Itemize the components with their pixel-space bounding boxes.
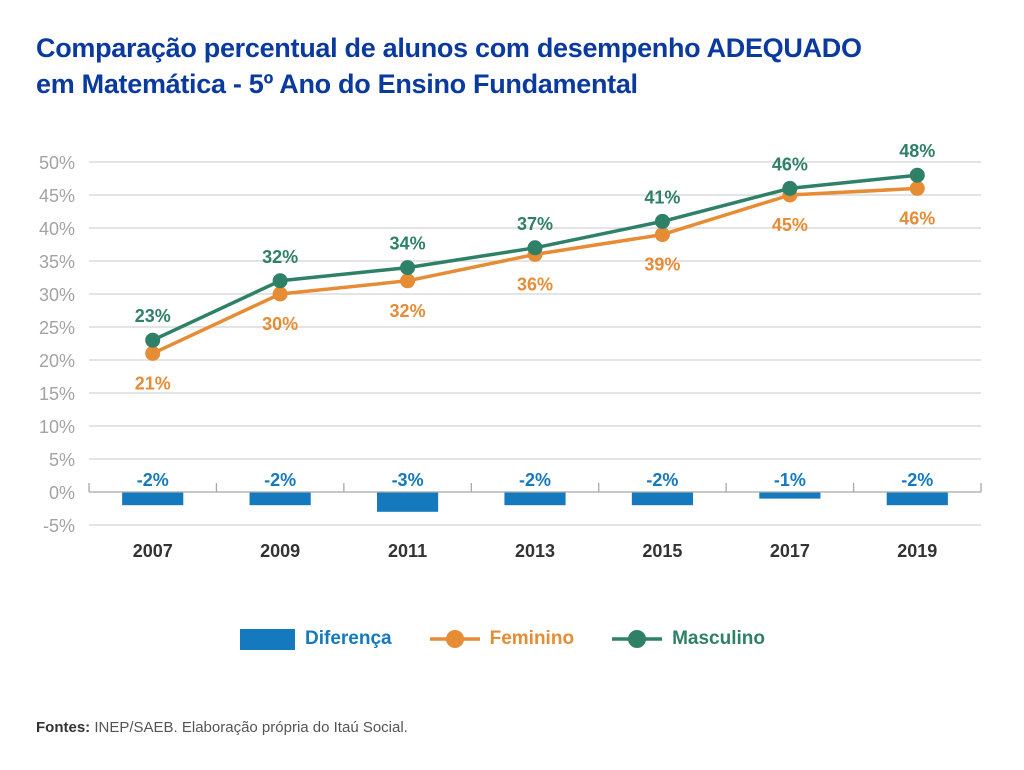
legend-swatch-masculino bbox=[612, 630, 663, 648]
data-label-feminino: 32% bbox=[390, 301, 426, 321]
data-label-feminino: 30% bbox=[262, 314, 298, 334]
y-axis: 50% 45% 40% 35% 30% 25% 20% 15% 10% 5% 0% -5% bbox=[39, 153, 75, 536]
legend-label-feminino: Feminino bbox=[489, 628, 575, 649]
legend: Diferença Feminino Masculino bbox=[240, 624, 803, 654]
y-tick-label: 45% bbox=[39, 186, 75, 206]
data-label-diferenca: -2% bbox=[901, 470, 933, 490]
legend-item-diferenca: Diferença bbox=[240, 628, 392, 650]
x-tick-label: 2015 bbox=[642, 541, 682, 561]
x-tick-label: 2007 bbox=[133, 541, 173, 561]
legend-label-masculino: Masculino bbox=[672, 628, 765, 649]
data-label-feminino: 45% bbox=[772, 215, 808, 235]
data-label-diferenca: -2% bbox=[264, 470, 296, 490]
y-tick-label: -5% bbox=[43, 516, 75, 536]
legend-item-masculino: Masculino bbox=[612, 627, 765, 651]
data-labels: -2% -2% -3% -2% -2% -1% -2% 21% 30% 32% 36% 39% 45% 4… bbox=[135, 141, 936, 490]
x-axis: 2007 2009 2011 2013 2015 2017 2019 bbox=[88, 483, 982, 561]
source-label: Fontes: bbox=[36, 719, 91, 736]
data-label-diferenca: -3% bbox=[392, 470, 424, 490]
y-tick-label: 0% bbox=[49, 483, 75, 503]
point-feminino bbox=[654, 227, 670, 243]
point-masculino bbox=[400, 260, 416, 276]
data-label-masculino: 48% bbox=[899, 141, 935, 161]
point-masculino bbox=[527, 240, 543, 256]
data-label-feminino: 21% bbox=[135, 373, 171, 393]
x-tick-label: 2019 bbox=[897, 541, 937, 561]
y-tick-label: 30% bbox=[39, 285, 75, 305]
data-label-diferenca: -1% bbox=[774, 470, 806, 490]
point-masculino bbox=[145, 332, 161, 348]
point-feminino bbox=[145, 345, 161, 361]
bar-diferenca bbox=[631, 492, 694, 506]
source-text: INEP/SAEB. Elaboração própria do Itaú So… bbox=[90, 719, 408, 736]
point-masculino bbox=[654, 213, 670, 229]
bar-diferenca bbox=[376, 492, 439, 512]
y-tick-label: 50% bbox=[39, 153, 75, 173]
x-tick-label: 2009 bbox=[260, 541, 300, 561]
y-tick-label: 10% bbox=[39, 417, 75, 437]
data-label-masculino: 23% bbox=[135, 306, 171, 326]
data-label-diferenca: -2% bbox=[646, 470, 678, 490]
legend-label-diferenca: Diferença bbox=[305, 628, 392, 649]
data-label-masculino: 37% bbox=[517, 214, 553, 234]
data-label-diferenca: -2% bbox=[519, 470, 551, 490]
point-masculino bbox=[909, 167, 925, 183]
gridlines bbox=[89, 161, 981, 526]
data-label-diferenca: -2% bbox=[137, 470, 169, 490]
legend-swatch-diferenca bbox=[240, 628, 295, 650]
point-feminino bbox=[909, 180, 925, 196]
data-label-masculino: 46% bbox=[772, 154, 808, 174]
x-tick-label: 2017 bbox=[770, 541, 810, 561]
data-label-masculino: 41% bbox=[644, 187, 680, 207]
y-tick-label: 40% bbox=[39, 219, 75, 239]
data-label-masculino: 32% bbox=[262, 247, 298, 267]
legend-item-feminino: Feminino bbox=[429, 627, 575, 651]
point-masculino bbox=[782, 180, 798, 196]
point-masculino bbox=[272, 273, 288, 289]
y-tick-label: 20% bbox=[39, 351, 75, 371]
series-lines bbox=[145, 167, 925, 361]
bar-diferenca bbox=[122, 492, 184, 506]
data-label-masculino: 34% bbox=[390, 234, 426, 254]
chart-title: Comparação percentual de alunos com dese… bbox=[36, 30, 996, 102]
chart-plot: 50%45%40%35%30%25%20%15%10%5%0%-5% 2007 2… bbox=[39, 141, 982, 561]
y-tick-label: 35% bbox=[39, 252, 75, 272]
data-label-feminino: 46% bbox=[899, 208, 935, 228]
y-tick-label: 15% bbox=[39, 384, 75, 404]
y-tick-label: 25% bbox=[39, 318, 75, 338]
bar-diferenca bbox=[759, 492, 821, 499]
legend-swatch-feminino bbox=[429, 630, 480, 648]
bar-diferenca bbox=[249, 492, 311, 506]
x-tick-label: 2011 bbox=[388, 541, 427, 561]
x-tick-label: 2013 bbox=[515, 541, 555, 561]
point-feminino bbox=[272, 286, 288, 302]
chart-title-line-2: em Matemática - 5º Ano do Ensino Fundame… bbox=[36, 69, 638, 99]
y-tick-label: 5% bbox=[49, 450, 75, 470]
diferenca-bars bbox=[122, 492, 948, 512]
data-label-feminino: 36% bbox=[517, 274, 553, 294]
bar-diferenca bbox=[504, 492, 566, 506]
data-label-feminino: 39% bbox=[644, 255, 680, 275]
bar-diferenca bbox=[886, 492, 948, 506]
source-note: Fontes: INEP/SAEB. Elaboração própria do… bbox=[36, 719, 408, 736]
point-feminino bbox=[400, 273, 416, 289]
chart-title-line-1: Comparação percentual de alunos com dese… bbox=[36, 33, 862, 63]
